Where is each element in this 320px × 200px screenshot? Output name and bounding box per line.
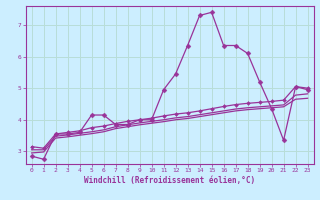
X-axis label: Windchill (Refroidissement éolien,°C): Windchill (Refroidissement éolien,°C) xyxy=(84,176,255,185)
